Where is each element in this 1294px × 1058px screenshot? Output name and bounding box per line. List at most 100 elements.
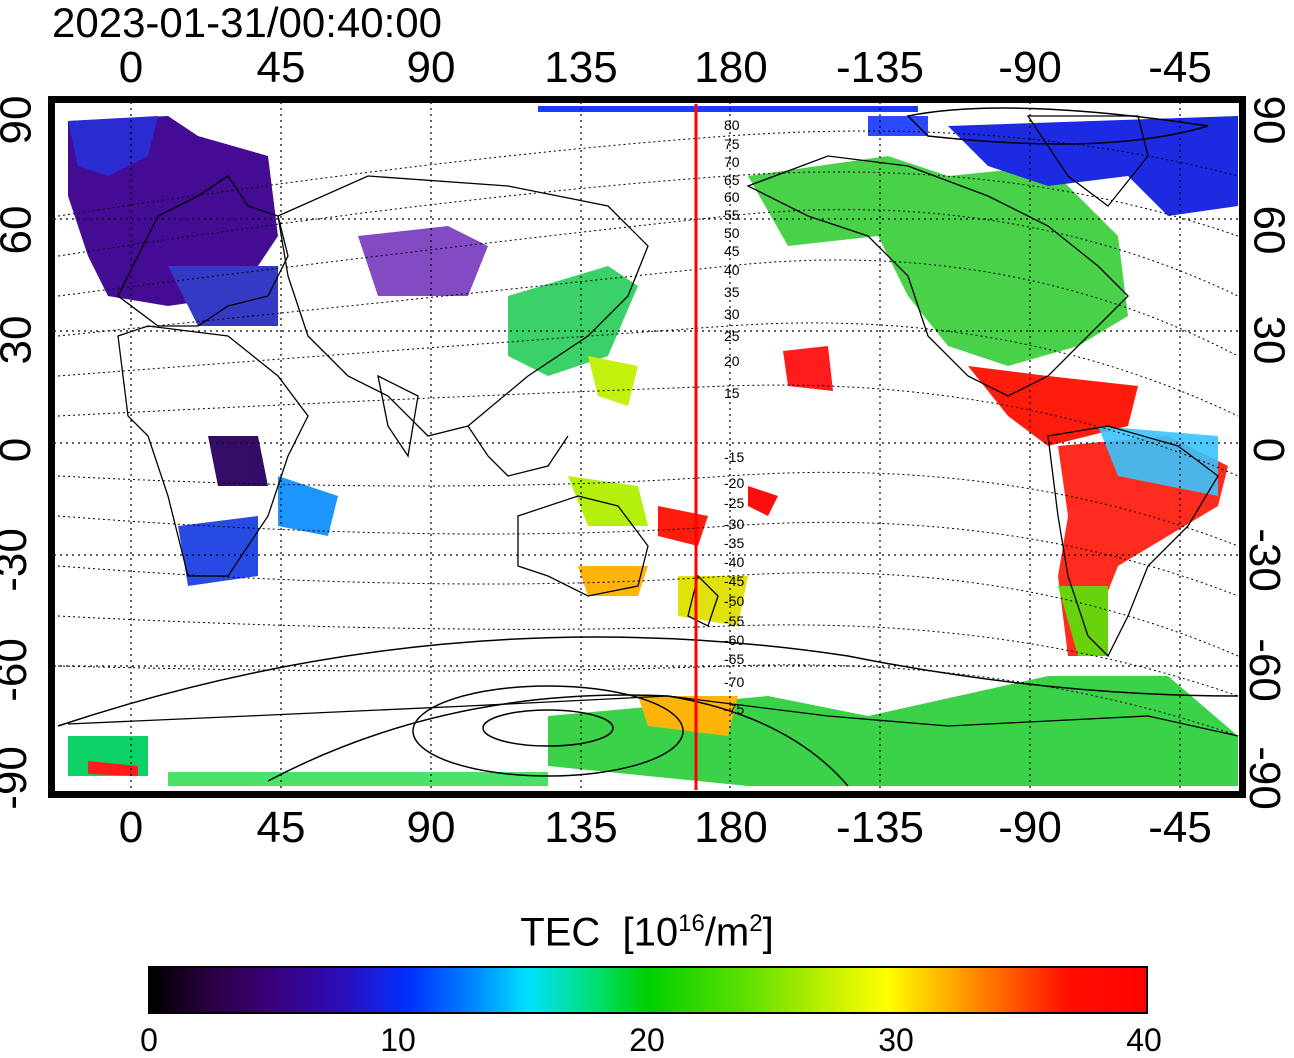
tec-patch-australia-north (568, 476, 648, 526)
tec-patch-japan-south (588, 356, 638, 406)
lat-label-right: 60 (1244, 205, 1294, 255)
coastlines (67, 115, 1239, 737)
lat-label-left: -90 (0, 746, 36, 810)
lat-label-left: 30 (0, 315, 41, 365)
lat-label-left: -30 (0, 528, 36, 592)
contour-label: -35 (724, 535, 744, 551)
lat-label-left: 0 (0, 438, 40, 462)
contour-label: -15 (724, 449, 744, 465)
contour-label: -60 (724, 632, 744, 648)
tec-patch-central-africa (208, 436, 268, 486)
lat-label-left: 90 (0, 95, 41, 145)
tec-patch-mediterranean (168, 266, 278, 326)
tec-patch-australia-south (578, 566, 648, 596)
contour-label: 50 (724, 225, 740, 241)
lat-label-right: 30 (1244, 315, 1294, 365)
tec-map: 80 75 70 65 60 55 50 45 40 35 30 25 20 1… (48, 96, 1246, 798)
south-america-outline (1047, 425, 1219, 658)
colorbar-unit-base: [10 (622, 910, 679, 955)
contour-label: -75 (724, 701, 744, 717)
tec-patch-antarctic-red (88, 761, 138, 776)
tec-patch-east-africa (278, 476, 338, 536)
tec-patch-canada-north (948, 116, 1238, 216)
timestamp: 2023-01-31/00:40:00 (52, 0, 442, 46)
lat-label-left: -60 (0, 638, 36, 702)
north-america-outline (746, 155, 1129, 397)
colorbar-unit-mid: /m (704, 910, 750, 955)
colorbar-tick: 10 (380, 1022, 416, 1058)
tec-patch-arctic-strip (538, 106, 918, 112)
colorbar-unit-exponent: 16 (678, 910, 705, 937)
contour-label: 80 (724, 117, 740, 133)
colorbar-tick: 0 (140, 1022, 158, 1058)
contour-label: -20 (724, 475, 744, 491)
colorbar-unit-end: ] (762, 910, 774, 955)
tec-patch-south-africa (178, 516, 258, 586)
new-zealand-outline (687, 574, 719, 627)
contour-labels: 80 75 70 65 60 55 50 45 40 35 30 25 20 1… (724, 117, 744, 717)
colorbar-unit-exponent-2: 2 (749, 910, 763, 937)
contour-label: -50 (724, 593, 744, 609)
india-outline (377, 374, 419, 458)
lat-label-left: 60 (0, 205, 41, 255)
lon-label-bottom: 180 (694, 803, 768, 852)
lon-label-top: 180 (694, 43, 768, 92)
lon-label-bottom: -45 (1148, 803, 1212, 852)
contour-label: 35 (724, 284, 740, 300)
contour-label: -65 (724, 651, 744, 667)
contour-label: -70 (724, 674, 744, 690)
contour-label: 55 (724, 207, 740, 223)
contour-label: -45 (724, 573, 744, 589)
tec-patch-pacific-south (748, 486, 778, 516)
contour-label: 60 (724, 189, 740, 205)
tec-patch-pacific-north (783, 346, 833, 391)
lon-label-top: -135 (835, 43, 925, 92)
south-magnetic-pole-contours (57, 107, 1239, 787)
axis-bar-right (1239, 96, 1246, 798)
axis-bar-bottom (48, 791, 1246, 798)
colorbar-title: TEC [1016/m2] (0, 902, 1294, 954)
lat-label-right: -60 (1239, 638, 1289, 702)
contour-label: 65 (724, 172, 740, 188)
lon-label-top: 135 (544, 43, 618, 92)
contour-label: 70 (724, 154, 740, 170)
tec-patch-north-america (748, 156, 1128, 366)
contour-label: -40 (724, 554, 744, 570)
contour-label: 40 (724, 262, 740, 278)
africa-outline (117, 325, 309, 577)
colorbar-tick: 40 (1126, 1022, 1162, 1058)
graticule (48, 96, 1246, 798)
contour-label: 75 (724, 136, 740, 152)
contour-label: -55 (724, 613, 744, 629)
asia-outline (277, 175, 649, 437)
lon-label-top: 45 (256, 43, 306, 92)
contour-label: 15 (724, 385, 740, 401)
contour-label: 30 (724, 306, 740, 322)
colorbar-tick: 30 (878, 1022, 914, 1058)
lon-label-top: -45 (1148, 43, 1212, 92)
contour-label: 20 (724, 353, 740, 369)
tec-patch-central-asia (358, 226, 488, 296)
axis-bar-left (48, 96, 55, 798)
lon-label-bottom: 0 (118, 803, 144, 852)
lon-label-bottom: 90 (406, 803, 456, 852)
contour-label: -25 (724, 495, 744, 511)
magnetic-contours (57, 130, 1239, 737)
lat-label-right: 90 (1244, 95, 1294, 145)
lat-label-right: 0 (1244, 437, 1294, 463)
lon-label-top: 90 (406, 43, 456, 92)
greenland-outline (1026, 115, 1149, 207)
antarctica-outline (67, 695, 1239, 737)
tec-patch-east-asia (508, 266, 638, 376)
contour-label: 25 (724, 328, 740, 344)
lat-label-right: -30 (1239, 528, 1289, 592)
lon-label-bottom: -135 (835, 803, 925, 852)
lon-label-bottom: 135 (544, 803, 618, 852)
colorbar (148, 966, 1148, 1014)
lon-label-top: 0 (118, 43, 144, 92)
tec-patch-antarctic-strip (168, 772, 548, 786)
colorbar-tick: 20 (629, 1022, 665, 1058)
australia-outline (517, 495, 649, 597)
se-asia-outline (467, 425, 569, 477)
colorbar-title-main: TEC (520, 910, 601, 955)
